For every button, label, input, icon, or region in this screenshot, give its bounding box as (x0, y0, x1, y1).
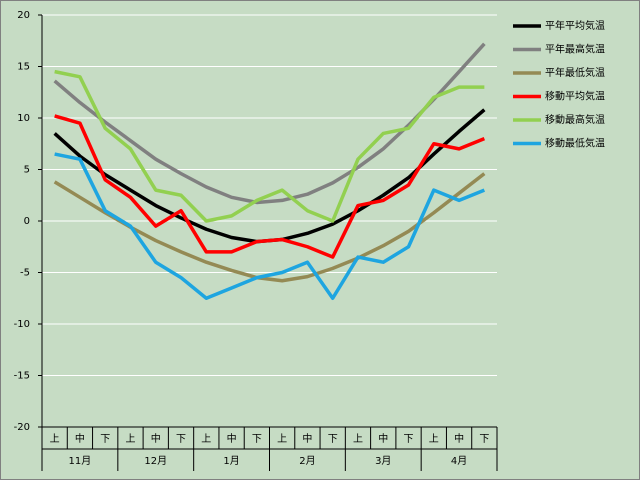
series-line (54, 114, 486, 259)
y-tick-label: 0 (24, 216, 30, 227)
x-group-label: 1月 (223, 455, 239, 467)
y-tick-label: -20 (14, 422, 30, 433)
x-tick-label: 上 (429, 433, 439, 445)
series-line (54, 69, 485, 223)
legend-label: 平年最高気温 (545, 43, 605, 56)
legend-label: 平年最低気温 (545, 66, 605, 79)
x-tick-label: 中 (75, 432, 85, 445)
legend-label: 移動平均気温 (545, 90, 605, 103)
x-tick-label: 上 (50, 433, 60, 445)
x-tick-label: 下 (176, 434, 186, 445)
legend-label: 移動最低気温 (545, 137, 605, 150)
y-tick-label: -15 (14, 371, 30, 382)
x-tick-label: 上 (353, 433, 363, 445)
x-group-label: 11月 (69, 455, 92, 467)
x-tick-label: 上 (201, 433, 211, 445)
x-group-label: 12月 (144, 455, 167, 467)
x-group-label: 4月 (451, 455, 467, 467)
x-tick-label: 中 (151, 432, 161, 445)
x-tick-label: 上 (125, 433, 135, 445)
x-tick-label: 中 (378, 432, 388, 445)
x-tick-label: 下 (479, 434, 489, 445)
x-tick-label: 中 (227, 432, 237, 445)
x-tick-label: 下 (100, 434, 110, 445)
y-tick-label: 15 (17, 62, 30, 73)
y-tick-label: 20 (17, 10, 30, 21)
y-tick-label: 10 (17, 113, 30, 124)
x-tick-label: 中 (454, 432, 464, 445)
x-group-label: 2月 (299, 455, 315, 467)
legend-label: 平年平均気温 (545, 19, 605, 32)
x-tick-label: 下 (252, 434, 262, 445)
x-group-label: 3月 (375, 455, 391, 467)
legend-label: 移動最高気温 (545, 113, 605, 126)
y-tick-label: 5 (24, 165, 30, 176)
y-tick-label: -10 (14, 319, 30, 330)
x-tick-label: 上 (277, 433, 287, 445)
y-tick-label: -5 (20, 268, 30, 279)
x-tick-label: 下 (328, 434, 338, 445)
series-line (54, 152, 486, 300)
x-tick-label: 中 (302, 432, 312, 445)
x-tick-label: 下 (404, 434, 414, 445)
